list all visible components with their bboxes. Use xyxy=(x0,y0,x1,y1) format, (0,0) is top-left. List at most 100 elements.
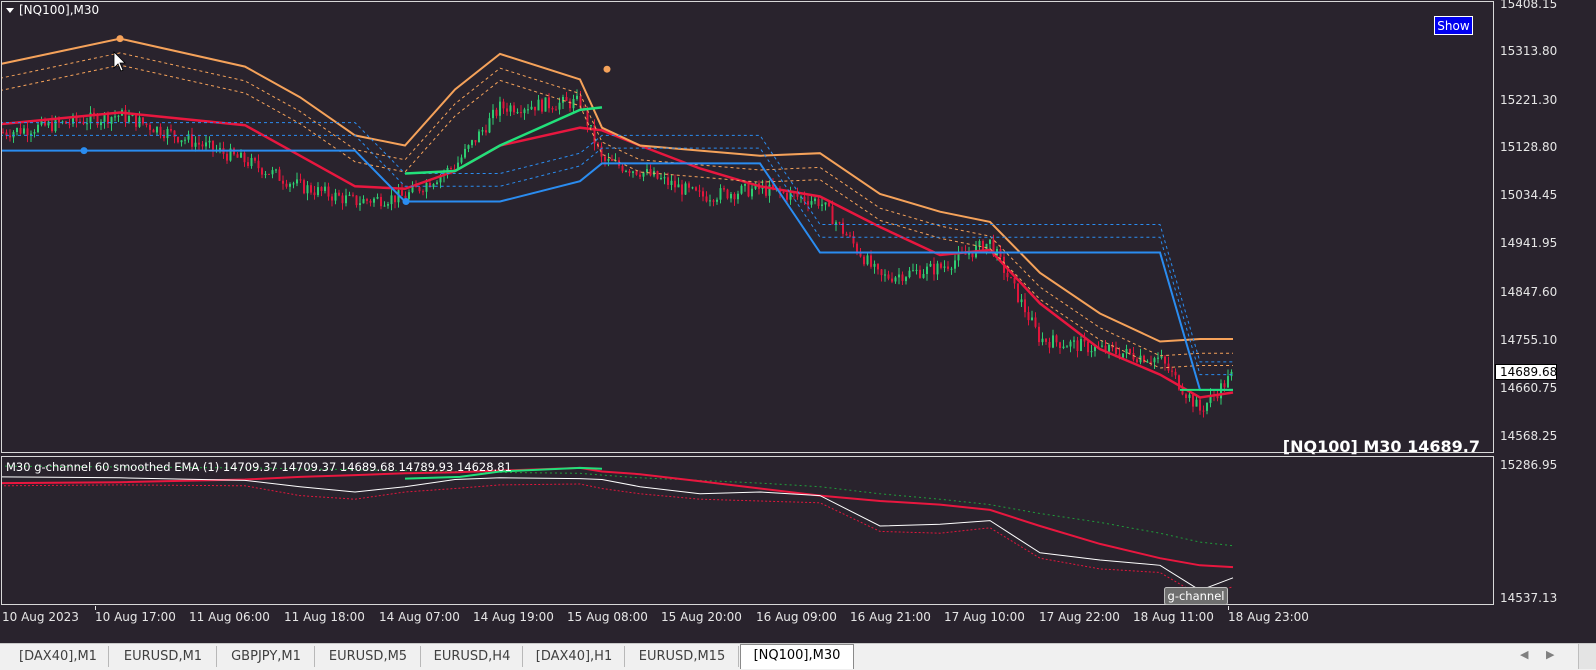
time-axis-label: 15 Aug 08:00 xyxy=(567,610,648,624)
candle-body xyxy=(698,190,701,192)
candle-body xyxy=(75,115,78,122)
tab-eurusd-m1[interactable]: EURUSD,M1 xyxy=(110,646,217,667)
candle-body xyxy=(124,110,127,122)
price-axis-label: 15221.30 xyxy=(1500,93,1557,107)
candle-body xyxy=(1059,342,1061,348)
candle-body xyxy=(355,195,358,206)
candle-body xyxy=(922,274,925,278)
candle-body xyxy=(950,268,953,270)
main-price-chart[interactable] xyxy=(0,35,1234,418)
g-channel-indicator[interactable] xyxy=(0,465,1234,597)
candle-body xyxy=(453,168,456,170)
time-axis-label: 18 Aug 23:00 xyxy=(1228,610,1309,624)
candle-body xyxy=(502,101,505,109)
candle-body xyxy=(555,109,557,111)
time-axis-label: 17 Aug 22:00 xyxy=(1039,610,1120,624)
collapse-triangle-icon[interactable] xyxy=(6,8,14,13)
candle-body xyxy=(1013,277,1016,284)
candle-body xyxy=(212,140,214,150)
candle-body xyxy=(16,128,18,132)
tab-label: EURUSD,M1 xyxy=(123,649,203,664)
tab-dax40-m1[interactable]: [DAX40],M1 xyxy=(8,646,109,667)
candle-body xyxy=(275,169,277,171)
candle-body xyxy=(229,148,232,161)
chart-area[interactable]: [NQ100],M30 Show [NQ100] M30 14689.7 M30… xyxy=(0,0,1596,643)
candle-body xyxy=(905,277,907,282)
candle-body xyxy=(628,170,631,173)
candle-body xyxy=(873,263,876,267)
candle-body xyxy=(341,195,344,204)
candle-body xyxy=(415,185,417,188)
candle-body xyxy=(842,222,844,234)
candle-body xyxy=(565,97,568,101)
candle-body xyxy=(338,192,340,196)
window-title: [NQ100],M30 xyxy=(19,3,99,17)
candle-body xyxy=(1087,341,1089,353)
candle-body xyxy=(933,263,935,275)
candle-body xyxy=(404,195,407,199)
candle-body xyxy=(1136,359,1138,363)
candle-body xyxy=(796,193,799,197)
candle-body xyxy=(1076,340,1079,351)
price-axis-label: 15034.45 xyxy=(1500,188,1557,202)
candle-body xyxy=(586,108,589,126)
tab-gbpjpy-m1[interactable]: GBPJPY,M1 xyxy=(218,646,315,667)
candle-body xyxy=(901,274,904,282)
candle-body xyxy=(471,140,473,146)
candle-body xyxy=(107,113,109,124)
candle-body xyxy=(1101,345,1103,347)
candle-body xyxy=(1034,317,1037,327)
candle-body xyxy=(1181,389,1184,395)
candle-body xyxy=(159,126,162,136)
lower-band-line xyxy=(2,149,1233,391)
candle-body xyxy=(460,157,463,163)
candle-body xyxy=(803,196,806,202)
scroll-left-icon[interactable]: ◀ xyxy=(1520,648,1529,661)
candle-body xyxy=(866,255,869,265)
candle-body xyxy=(814,198,816,202)
candle-body xyxy=(523,109,526,114)
candle-body xyxy=(691,187,694,189)
candle-body xyxy=(303,180,305,194)
candle-body xyxy=(439,176,442,183)
scroll-right-icon[interactable]: ▶ xyxy=(1546,648,1555,661)
candle-body xyxy=(978,241,981,246)
candle-body xyxy=(1048,342,1051,348)
time-axis-label: 11 Aug 06:00 xyxy=(189,610,270,624)
candle-body xyxy=(495,109,498,116)
candle-body xyxy=(541,99,543,112)
candle-body xyxy=(632,171,634,173)
candle-body xyxy=(436,182,438,185)
g-channel-badge[interactable] xyxy=(1164,587,1228,605)
tab-eurusd-m15[interactable]: EURUSD,M15 xyxy=(626,646,739,667)
candle-body xyxy=(61,121,64,123)
tab-label: [DAX40],H1 xyxy=(535,649,613,664)
tab-eurusd-m5[interactable]: EURUSD,M5 xyxy=(316,646,421,667)
candle-body xyxy=(621,165,624,172)
chart-tab-bar: [DAX40],M1 EURUSD,M1 GBPJPY,M1 EURUSD,M5… xyxy=(0,643,1596,670)
candle-body xyxy=(324,186,326,191)
candle-body xyxy=(649,169,652,176)
candle-body xyxy=(744,184,746,186)
candle-body xyxy=(54,119,57,132)
tab-label: GBPJPY,M1 xyxy=(231,649,301,664)
time-axis-label: 15 Aug 20:00 xyxy=(661,610,742,624)
candle-body xyxy=(705,196,708,202)
candle-body xyxy=(268,173,270,175)
candle-body xyxy=(821,204,823,206)
show-button[interactable] xyxy=(1434,16,1473,35)
candle-body xyxy=(572,99,575,109)
candle-body xyxy=(891,278,893,282)
lower-band-start-dot xyxy=(402,198,410,205)
candle-body xyxy=(992,239,995,256)
candle-body xyxy=(184,139,186,141)
tab-eurusd-h4[interactable]: EURUSD,H4 xyxy=(422,646,523,667)
candle-body xyxy=(82,121,85,125)
candle-body xyxy=(1143,355,1145,363)
candle-body xyxy=(117,115,120,117)
candle-body xyxy=(656,171,659,179)
tab-nq100-m30[interactable]: [NQ100],M30 xyxy=(740,644,854,669)
candle-body xyxy=(226,153,228,161)
tab-dax40-h1[interactable]: [DAX40],H1 xyxy=(524,646,625,667)
candle-body xyxy=(943,266,946,268)
